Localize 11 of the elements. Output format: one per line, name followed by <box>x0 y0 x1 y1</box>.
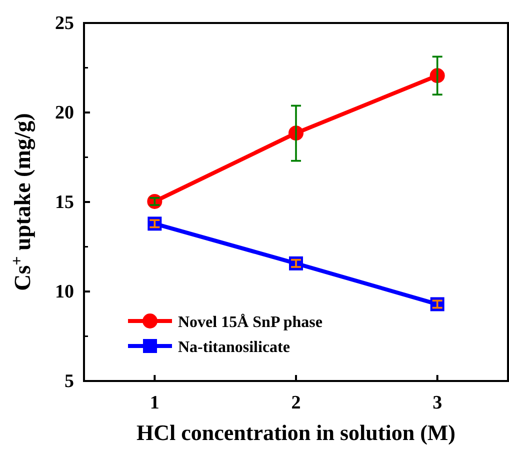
legend-label: Novel 15Å SnP phase <box>178 313 322 331</box>
y-tick-label: 20 <box>55 102 74 124</box>
y-tick-label: 15 <box>55 192 74 214</box>
x-axis-title: HCl concentration in solution (M) <box>136 420 456 445</box>
x-tick-label: 1 <box>150 392 160 414</box>
x-tick-label: 3 <box>432 392 442 414</box>
y-tick-label: 25 <box>55 13 74 34</box>
x-tick-label: 2 <box>291 392 301 414</box>
legend-label: Na-titanosilicate <box>178 339 290 356</box>
y-tick-label: 5 <box>64 371 74 392</box>
y-tick-label: 10 <box>55 282 74 303</box>
